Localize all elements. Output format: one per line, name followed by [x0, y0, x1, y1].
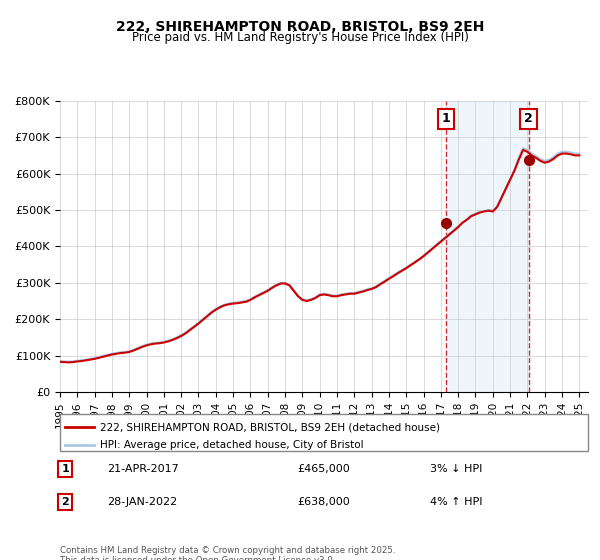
Text: 3% ↓ HPI: 3% ↓ HPI: [430, 464, 482, 474]
Bar: [446, 101, 529, 392]
Text: 222, SHIREHAMPTON ROAD, BRISTOL, BS9 2EH (detached house): 222, SHIREHAMPTON ROAD, BRISTOL, BS9 2EH…: [100, 422, 440, 432]
Text: 222, SHIREHAMPTON ROAD, BRISTOL, BS9 2EH: 222, SHIREHAMPTON ROAD, BRISTOL, BS9 2EH: [116, 20, 484, 34]
FancyBboxPatch shape: [60, 414, 588, 451]
Text: 1: 1: [61, 464, 69, 474]
Text: 1: 1: [442, 113, 451, 125]
Text: Contains HM Land Registry data © Crown copyright and database right 2025.
This d: Contains HM Land Registry data © Crown c…: [60, 546, 395, 560]
Text: Price paid vs. HM Land Registry's House Price Index (HPI): Price paid vs. HM Land Registry's House …: [131, 31, 469, 44]
Text: £465,000: £465,000: [298, 464, 350, 474]
Text: HPI: Average price, detached house, City of Bristol: HPI: Average price, detached house, City…: [100, 440, 363, 450]
Text: 4% ↑ HPI: 4% ↑ HPI: [430, 497, 482, 507]
Text: 28-JAN-2022: 28-JAN-2022: [107, 497, 178, 507]
Text: 21-APR-2017: 21-APR-2017: [107, 464, 179, 474]
Text: 2: 2: [61, 497, 69, 507]
Text: 2: 2: [524, 113, 533, 125]
Text: £638,000: £638,000: [298, 497, 350, 507]
